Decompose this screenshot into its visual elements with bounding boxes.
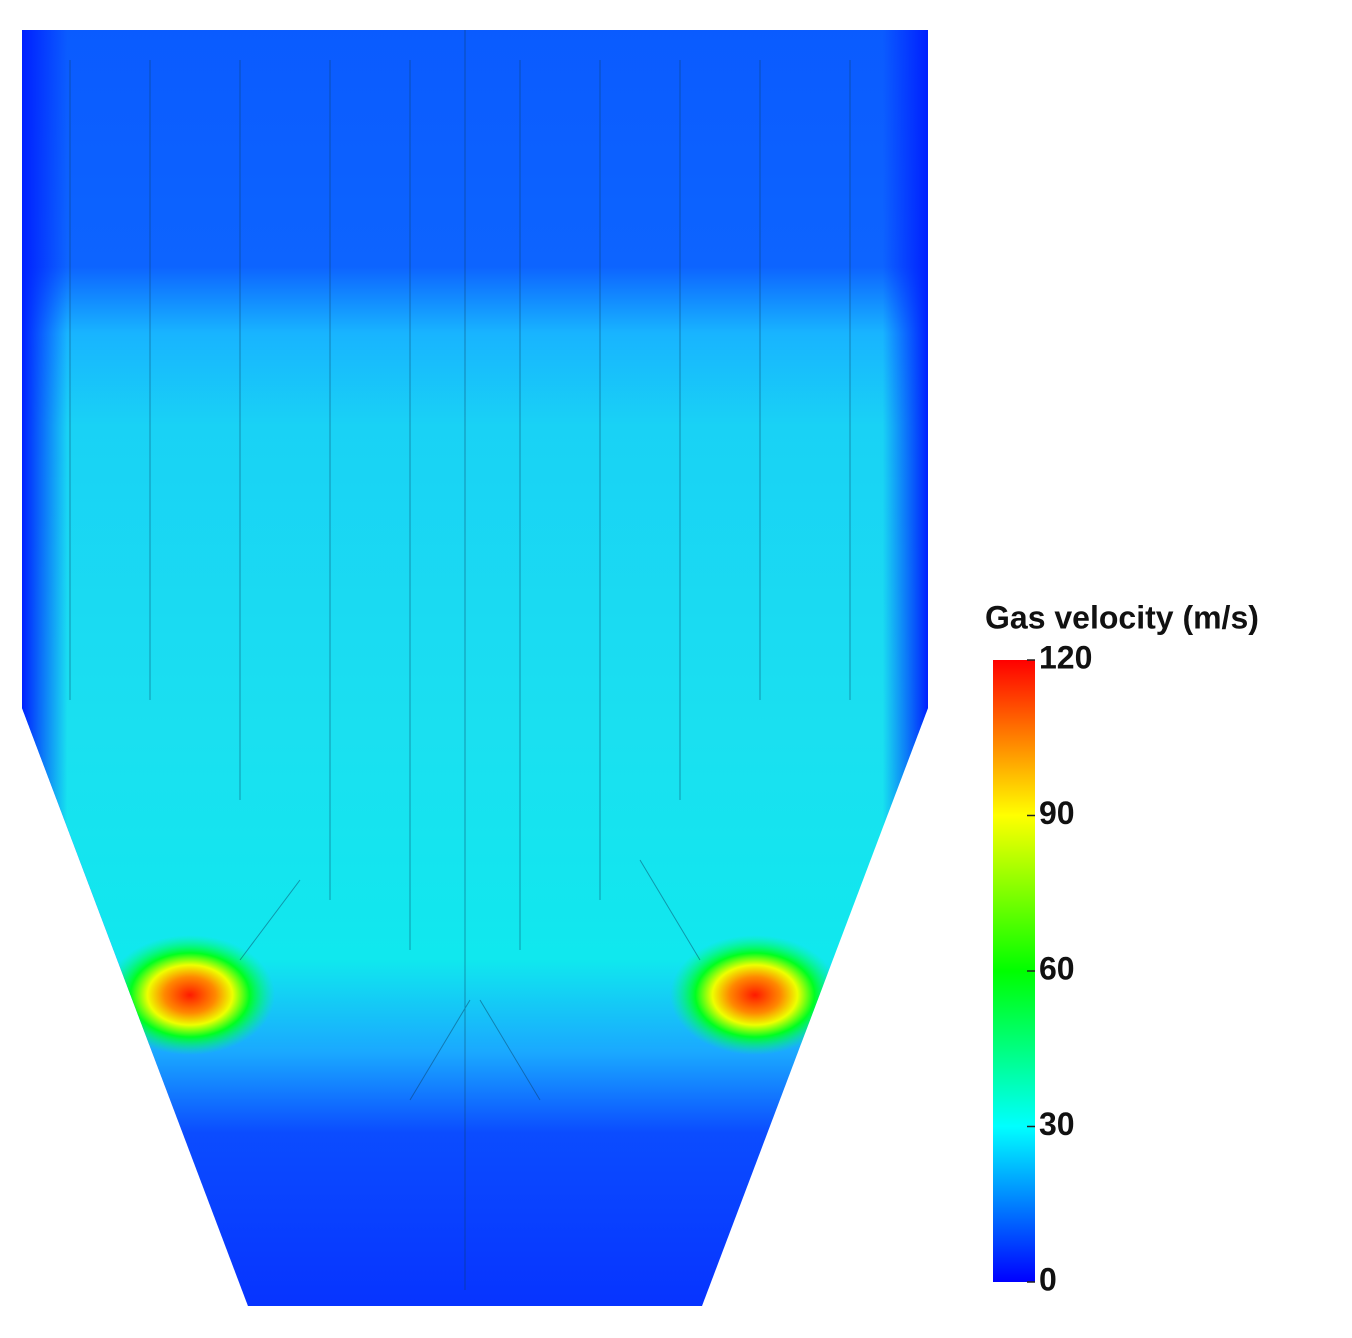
- colorbar-title: Gas velocity (m/s): [985, 599, 1259, 635]
- colorbar-tick-label: 30: [1039, 1106, 1075, 1142]
- colorbar-tick-label: 60: [1039, 950, 1075, 986]
- colorbar-tick-label: 0: [1039, 1261, 1057, 1297]
- colorbar-tick-label: 90: [1039, 795, 1075, 831]
- colorbar-tick-label: 120: [1039, 639, 1092, 675]
- velocity-field: [22, 30, 928, 1306]
